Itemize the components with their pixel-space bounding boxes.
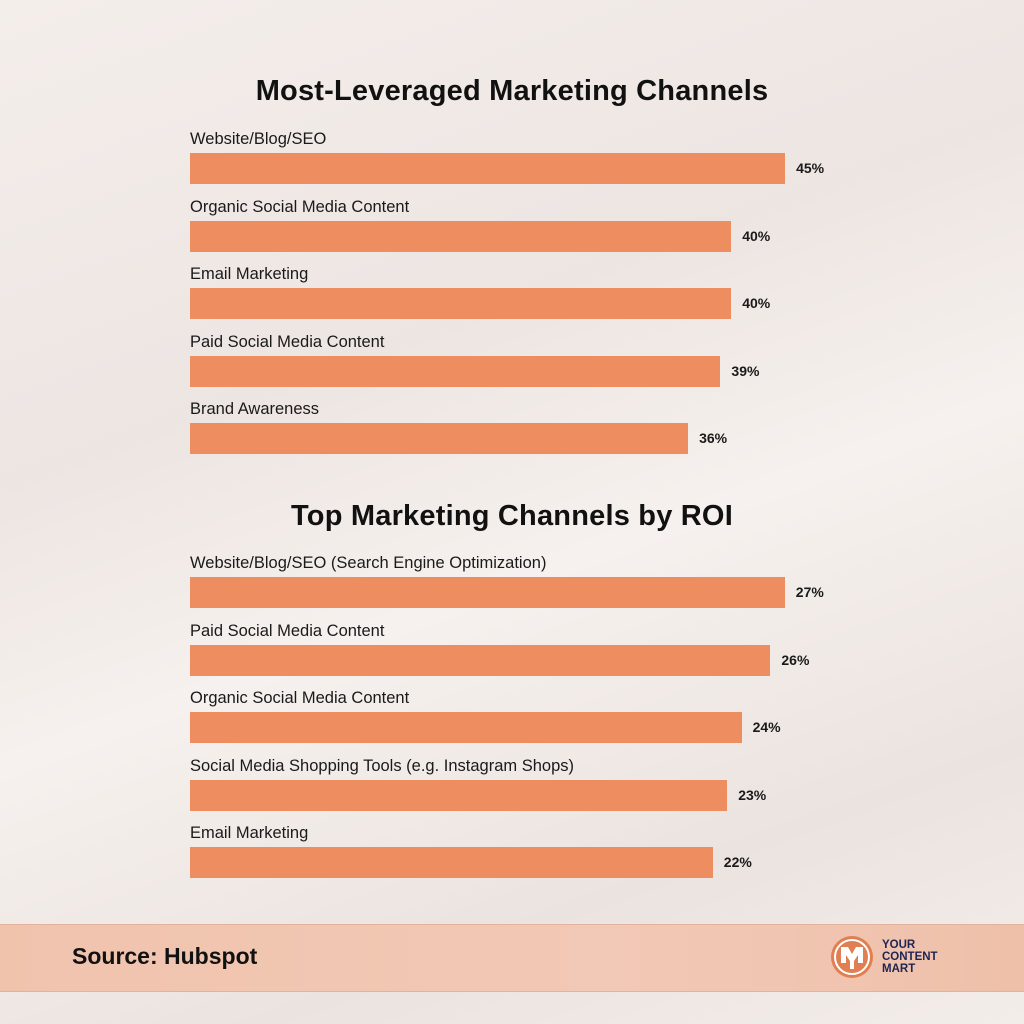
- bar: [190, 220, 732, 252]
- bar: [190, 423, 689, 454]
- category-label: Email Marketing: [190, 824, 309, 842]
- chart-title: Top Marketing Channels by ROI: [291, 500, 733, 532]
- value-label: 39%: [731, 362, 760, 379]
- bar: [190, 779, 728, 811]
- bar: [190, 577, 785, 608]
- bar: [190, 712, 742, 743]
- chart-title: Most-Leveraged Marketing Channels: [255, 75, 769, 107]
- value-label: 45%: [796, 160, 825, 176]
- value-label: 23%: [738, 786, 767, 803]
- value-label: 36%: [699, 430, 728, 446]
- category-label: Brand Awareness: [190, 400, 320, 418]
- bar: [190, 153, 786, 184]
- value-label: 22%: [723, 854, 752, 870]
- footer: Source: Hubspot YOUR CONTENT MART: [0, 924, 1024, 992]
- value-label: 40%: [742, 295, 771, 311]
- bar: [190, 288, 732, 319]
- category-label: Email Marketing: [190, 265, 309, 283]
- category-label: Organic Social Media Content: [190, 689, 410, 707]
- category-label: Website/Blog/SEO: [190, 130, 327, 148]
- source-text: Source: Hubspot: [72, 943, 258, 969]
- value-label: 26%: [781, 651, 810, 668]
- logo-icon: [831, 936, 873, 978]
- value-label: 24%: [752, 719, 781, 735]
- value-label: 27%: [795, 584, 824, 600]
- value-label: 40%: [742, 227, 771, 244]
- bar: [190, 355, 721, 387]
- category-label: Paid Social Media Content: [190, 621, 385, 640]
- category-label: Social Media Shopping Tools (e.g. Instag…: [190, 756, 574, 775]
- logo: YOUR CONTENT MART: [830, 935, 938, 979]
- category-label: Website/Blog/SEO (Search Engine Optimiza…: [190, 554, 547, 572]
- category-label: Paid Social Media Content: [190, 332, 385, 351]
- bar: [190, 644, 771, 676]
- bar: [190, 847, 713, 878]
- logo-text: YOUR CONTENT MART: [882, 939, 938, 975]
- category-label: Organic Social Media Content: [190, 197, 410, 216]
